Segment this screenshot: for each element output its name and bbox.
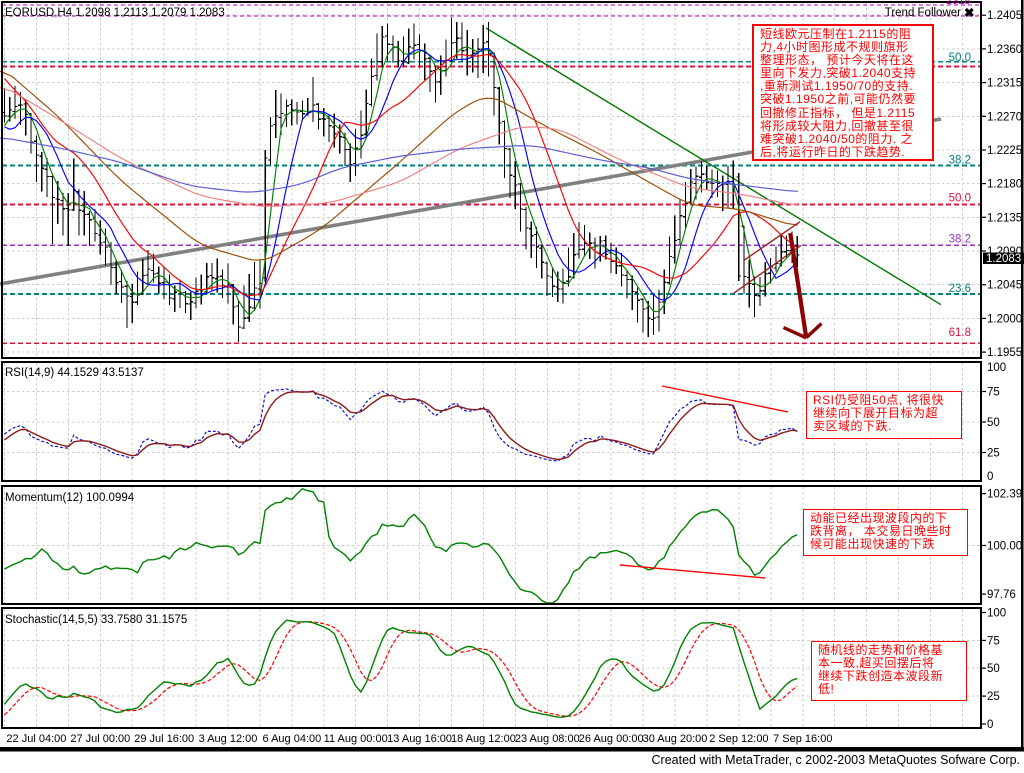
svg-text:97.76: 97.76 [987, 589, 1016, 601]
svg-text:100: 100 [987, 608, 1006, 620]
svg-text:2318: 2318 [946, 0, 970, 7]
svg-text:✖: ✖ [964, 6, 975, 20]
svg-text:75: 75 [987, 387, 1000, 399]
svg-text:1.2045: 1.2045 [987, 280, 1022, 292]
svg-text:1.2000: 1.2000 [987, 313, 1022, 325]
svg-text:18 Aug 12:00: 18 Aug 12:00 [451, 733, 516, 745]
svg-text:1.2083: 1.2083 [986, 253, 1021, 265]
svg-text:1.2315: 1.2315 [987, 78, 1022, 90]
svg-text:38.2: 38.2 [949, 155, 971, 167]
svg-text:100: 100 [987, 362, 1006, 374]
svg-text:1.2360: 1.2360 [987, 44, 1022, 56]
svg-text:3 Aug 12:00: 3 Aug 12:00 [199, 733, 258, 745]
svg-text:11 Aug 00:00: 11 Aug 00:00 [324, 733, 388, 745]
svg-text:50.0: 50.0 [949, 52, 971, 64]
svg-text:23.6: 23.6 [949, 283, 971, 295]
svg-text:50: 50 [987, 417, 1000, 429]
svg-text:2 Sep 12:00: 2 Sep 12:00 [709, 733, 768, 745]
svg-text:Momentum(12) 100.0994: Momentum(12) 100.0994 [5, 492, 135, 504]
svg-text:EORUSD,H4 1.2098 1.2113 1.2079: EORUSD,H4 1.2098 1.2113 1.2079 1.2083 [5, 7, 225, 19]
svg-text:Stochastic(14,5,5) 33.7580 3: Stochastic(14,5,5) 33.7580 31.1575 [5, 614, 187, 626]
svg-text:100.00: 100.00 [987, 541, 1022, 553]
svg-text:25: 25 [987, 448, 1000, 460]
svg-text:75: 75 [987, 635, 1000, 647]
svg-text:1.2225: 1.2225 [987, 145, 1022, 157]
svg-text:23 Aug 08:00: 23 Aug 08:00 [515, 733, 580, 745]
svg-text:30 Aug 20:00: 30 Aug 20:00 [643, 733, 708, 745]
svg-text:50: 50 [987, 663, 1000, 675]
svg-text:38.2: 38.2 [949, 234, 971, 246]
svg-text:1.1955: 1.1955 [987, 347, 1022, 359]
svg-text:6 Aug 04:00: 6 Aug 04:00 [263, 733, 322, 745]
svg-text:1.2180: 1.2180 [987, 179, 1022, 191]
svg-text:25: 25 [987, 691, 1000, 703]
svg-text:26 Aug 00:00: 26 Aug 00:00 [579, 733, 644, 745]
svg-text:102.39: 102.39 [987, 489, 1022, 501]
svg-text:50.0: 50.0 [949, 193, 971, 205]
svg-text:1.2405: 1.2405 [987, 10, 1022, 22]
svg-text:22 Jul 04:00: 22 Jul 04:00 [6, 733, 66, 745]
svg-text:7 Sep 16:00: 7 Sep 16:00 [773, 733, 832, 745]
svg-text:1.2135: 1.2135 [987, 212, 1022, 224]
svg-text:61.8: 61.8 [949, 327, 971, 339]
svg-text:27 Jul 00:00: 27 Jul 00:00 [70, 733, 130, 745]
svg-text:1.2270: 1.2270 [987, 111, 1022, 123]
svg-text:0: 0 [987, 471, 993, 483]
svg-text:13 Aug 16:00: 13 Aug 16:00 [387, 733, 452, 745]
svg-text:29 Jul 16:00: 29 Jul 16:00 [134, 733, 194, 745]
svg-text:Created with MetaTrader, c 200: Created with MetaTrader, c 2002-2003 Met… [652, 753, 1020, 767]
svg-text:0: 0 [987, 719, 993, 731]
svg-text:Trend Follower: Trend Follower [885, 7, 961, 19]
svg-text:RSI(14,9) 44.1529 43.5137: RSI(14,9) 44.1529 43.5137 [5, 367, 144, 379]
